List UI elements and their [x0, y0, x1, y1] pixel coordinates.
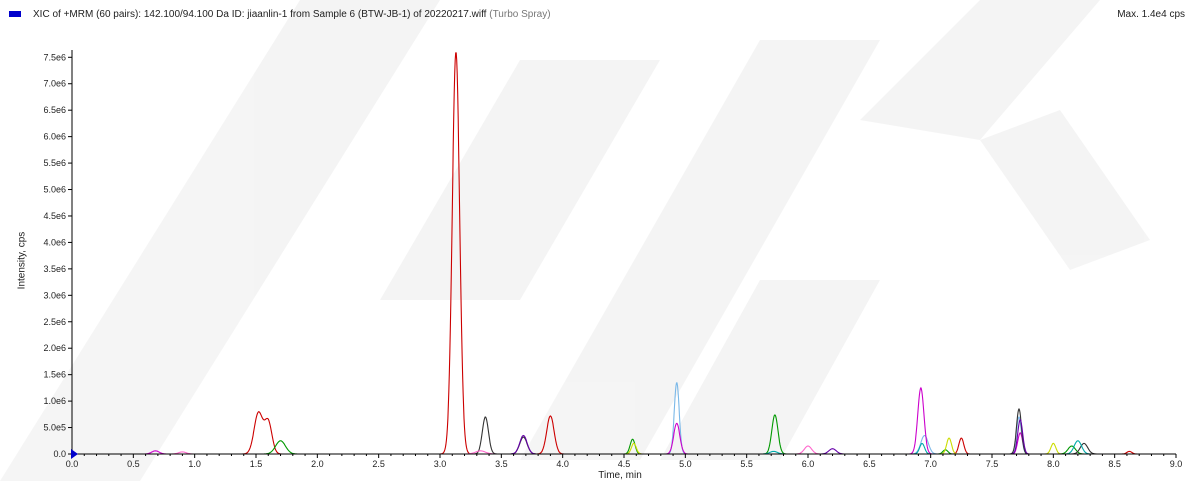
series-trace-6	[72, 437, 1176, 455]
x-tick-label: 4.5	[618, 459, 631, 469]
x-tick-label: 4.0	[556, 459, 569, 469]
series-trace-3	[72, 386, 1176, 455]
y-tick-label: 4.0e6	[43, 237, 66, 247]
x-tick-label: 1.0	[188, 459, 201, 469]
x-tick-label: 5.5	[740, 459, 753, 469]
series-trace-1	[72, 414, 1176, 455]
series-trace-7	[72, 445, 1176, 455]
x-tick-label: 6.5	[863, 459, 876, 469]
y-tick-label: 2.5e6	[43, 317, 66, 327]
legend-swatch	[9, 11, 21, 17]
series-trace-2	[72, 382, 1176, 455]
y-tick-label: 5.0e5	[43, 423, 66, 433]
x-tick-label: 6.0	[802, 459, 815, 469]
y-tick-label: 3.5e6	[43, 264, 66, 274]
y-tick-label: 5.5e6	[43, 158, 66, 168]
x-tick-label: 2.5	[372, 459, 385, 469]
chart-title: XIC of +MRM (60 pairs): 142.100/94.100 D…	[33, 9, 551, 20]
series-trace-8	[72, 440, 1176, 455]
y-tick-label: 6.5e6	[43, 105, 66, 115]
series-trace-5	[72, 419, 1176, 455]
y-tick-label: 7.0e6	[43, 79, 66, 89]
x-tick-label: 0.0	[66, 459, 79, 469]
x-tick-label: 7.0	[924, 459, 937, 469]
x-tick-label: 5.0	[679, 459, 692, 469]
series-trace-4	[72, 407, 1176, 455]
max-intensity-label: Max. 1.4e4 cps	[1117, 9, 1185, 20]
y-tick-label: 1.0e6	[43, 396, 66, 406]
y-tick-label: 2.0e6	[43, 343, 66, 353]
x-tick-label: 7.5	[986, 459, 999, 469]
y-tick-label: 5.0e6	[43, 185, 66, 195]
x-tick-label: 3.5	[495, 459, 508, 469]
origin-marker	[71, 449, 78, 459]
y-tick-label: 0.0	[53, 449, 66, 459]
y-tick-label: 1.5e6	[43, 370, 66, 380]
x-tick-label: 9.0	[1170, 459, 1183, 469]
y-tick-label: 7.5e6	[43, 52, 66, 62]
x-tick-label: 8.0	[1047, 459, 1060, 469]
x-tick-label: 8.5	[1108, 459, 1121, 469]
x-tick-label: 3.0	[434, 459, 447, 469]
y-tick-label: 4.5e6	[43, 211, 66, 221]
x-tick-label: 2.0	[311, 459, 324, 469]
series-trace-0	[72, 52, 1176, 455]
x-tick-label: 1.5	[250, 459, 263, 469]
y-tick-label: 6.0e6	[43, 132, 66, 142]
x-axis-label: Time, min	[598, 470, 642, 481]
y-tick-label: 3.0e6	[43, 290, 66, 300]
x-tick-label: 0.5	[127, 459, 140, 469]
